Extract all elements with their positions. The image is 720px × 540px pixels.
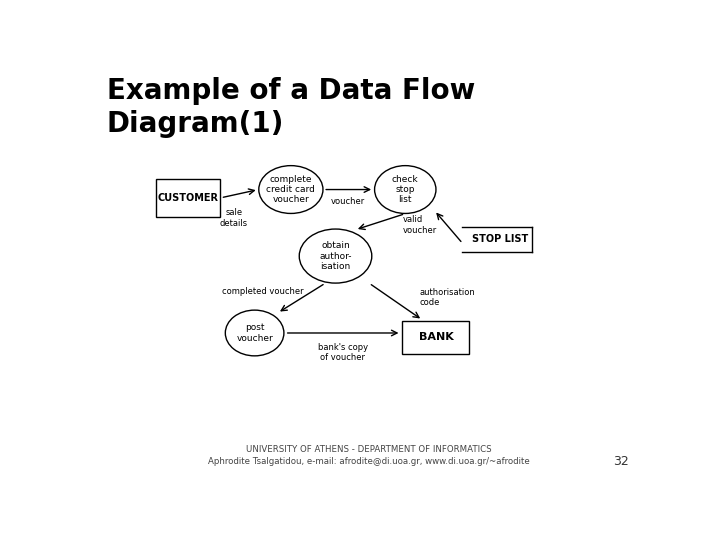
Text: bank's copy
of voucher: bank's copy of voucher	[318, 342, 368, 362]
Text: post
voucher: post voucher	[236, 323, 273, 343]
Text: authorisation
code: authorisation code	[419, 288, 475, 307]
Bar	[462, 227, 532, 252]
Text: complete
credit card
voucher: complete credit card voucher	[266, 174, 315, 205]
Ellipse shape	[225, 310, 284, 356]
Text: 32: 32	[613, 455, 629, 468]
Ellipse shape	[300, 229, 372, 283]
Text: UNIVERSITY OF ATHENS - DEPARTMENT OF INFORMATICS: UNIVERSITY OF ATHENS - DEPARTMENT OF INF…	[246, 445, 492, 454]
Text: sale
details: sale details	[220, 208, 248, 228]
Text: CUSTOMER: CUSTOMER	[157, 193, 218, 203]
Text: check
stop
list: check stop list	[392, 174, 418, 205]
Text: voucher: voucher	[331, 197, 366, 206]
Text: valid
voucher: valid voucher	[402, 215, 437, 234]
Text: BANK: BANK	[418, 332, 454, 342]
Bar	[402, 321, 469, 354]
Ellipse shape	[374, 166, 436, 213]
Ellipse shape	[258, 166, 323, 213]
Text: Example of a Data Flow
Diagram(1): Example of a Data Flow Diagram(1)	[107, 77, 475, 138]
Text: obtain
author-
isation: obtain author- isation	[319, 241, 352, 271]
Bar	[156, 179, 220, 217]
Text: Aphrodite Tsalgatidou, e-mail: afrodite@di.uoa.gr, www.di.uoa.gr/~afrodite: Aphrodite Tsalgatidou, e-mail: afrodite@…	[208, 457, 530, 467]
Text: STOP LIST: STOP LIST	[472, 234, 528, 245]
Text: completed voucher: completed voucher	[222, 287, 304, 296]
